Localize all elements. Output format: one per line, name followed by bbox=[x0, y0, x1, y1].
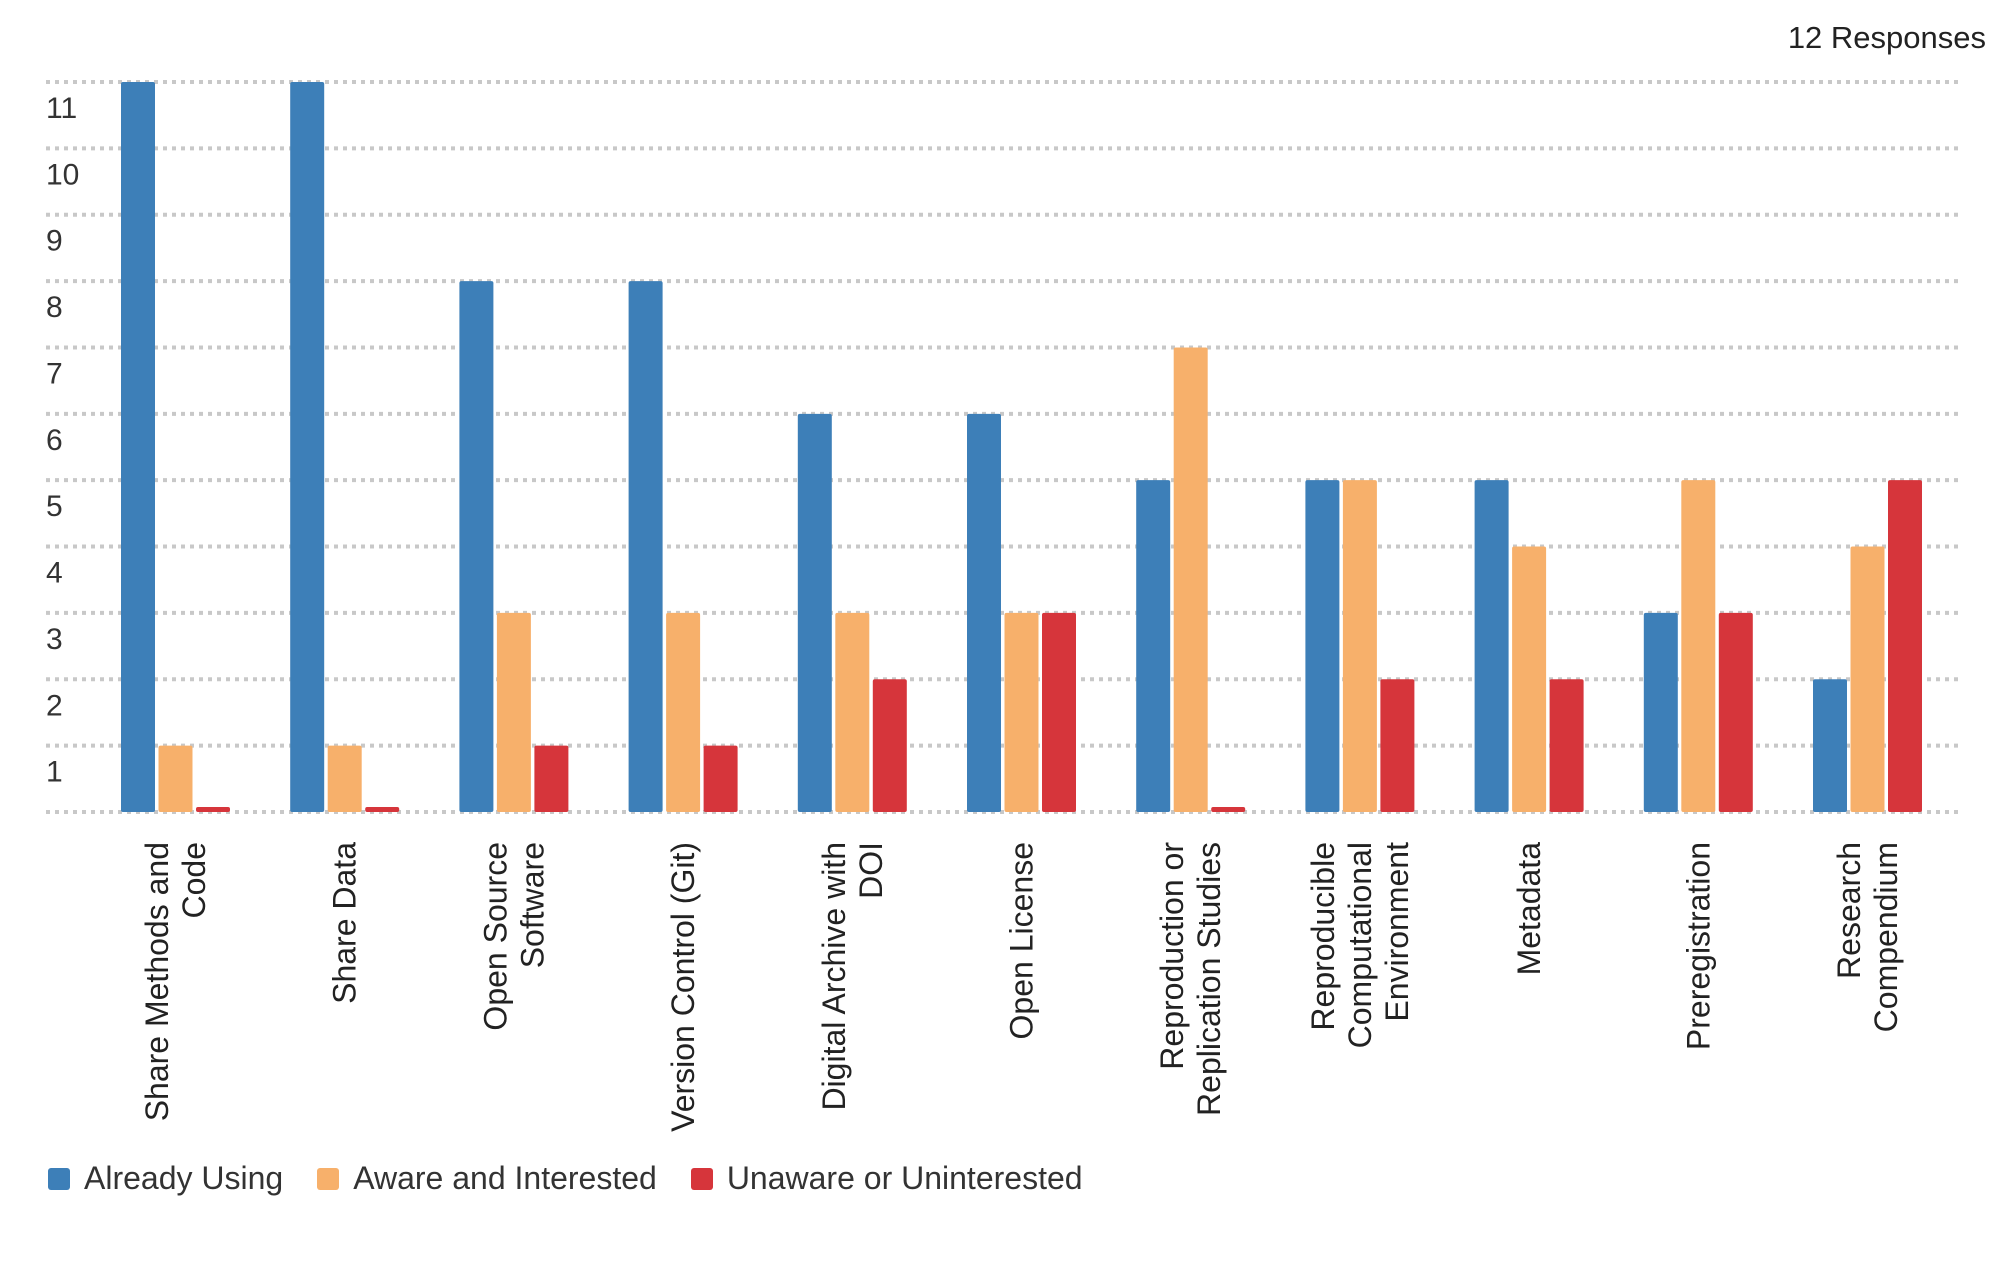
x-axis-labels: Share Methods andCode Share Data Open Sour… bbox=[139, 842, 1904, 1132]
x-tick-label: Preregistration bbox=[1680, 842, 1716, 1050]
bar-aware-and-interested[interactable] bbox=[158, 745, 193, 812]
bar-already-using[interactable] bbox=[1643, 612, 1678, 812]
bar-aware-and-interested[interactable] bbox=[835, 612, 870, 812]
y-tick-label: 7 bbox=[46, 357, 63, 390]
y-tick-label: 9 bbox=[46, 225, 63, 258]
bar-unaware-or-uninterested[interactable] bbox=[365, 807, 400, 812]
bar-unaware-or-uninterested[interactable] bbox=[872, 679, 907, 812]
x-tick-label: Digital Archive withDOI bbox=[816, 842, 889, 1111]
bars bbox=[121, 82, 1922, 812]
bar-aware-and-interested[interactable] bbox=[327, 745, 362, 812]
bar-already-using[interactable] bbox=[1136, 480, 1171, 812]
bar-unaware-or-uninterested[interactable] bbox=[1042, 612, 1076, 812]
legend-item-aware-and-interested[interactable]: Aware and Interested bbox=[317, 1160, 657, 1197]
gridlines bbox=[46, 80, 1958, 814]
x-tick-label: Reproduction orReplication Studies bbox=[1154, 842, 1227, 1116]
y-tick-label: 4 bbox=[46, 557, 63, 590]
bar-aware-and-interested[interactable] bbox=[496, 612, 531, 812]
x-tick-label: Open SourceSoftware bbox=[477, 842, 550, 1031]
bar-already-using[interactable] bbox=[1813, 679, 1847, 812]
legend-label: Unaware or Uninterested bbox=[726, 1160, 1083, 1196]
bar-unaware-or-uninterested[interactable] bbox=[1549, 679, 1584, 812]
legend-swatch bbox=[690, 1167, 713, 1190]
bar-already-using[interactable] bbox=[1474, 480, 1509, 812]
x-tick-label: ResearchCompendium bbox=[1831, 842, 1904, 1032]
bar-aware-and-interested[interactable] bbox=[666, 612, 701, 812]
x-tick-label: Metadata bbox=[1511, 842, 1547, 976]
y-tick-label: 8 bbox=[46, 291, 63, 324]
legend-swatch bbox=[48, 1167, 70, 1190]
legend: Already Using Aware and Interested Unawa… bbox=[48, 1160, 1117, 1197]
bar-already-using[interactable] bbox=[1305, 480, 1340, 812]
bar-already-using[interactable] bbox=[121, 82, 155, 812]
bar-unaware-or-uninterested[interactable] bbox=[196, 807, 230, 812]
x-tick-label: Share Methods andCode bbox=[139, 842, 212, 1121]
y-tick-label: 11 bbox=[46, 92, 77, 125]
bar-unaware-or-uninterested[interactable] bbox=[1888, 480, 1922, 812]
x-tick-label: Version Control (Git) bbox=[665, 842, 701, 1132]
y-tick-label: 2 bbox=[46, 689, 63, 722]
bar-already-using[interactable] bbox=[797, 413, 832, 812]
x-tick-label: ReproducibleComputationalEnvironment bbox=[1305, 842, 1415, 1048]
y-tick-label: 1 bbox=[46, 756, 63, 789]
bar-unaware-or-uninterested[interactable] bbox=[1718, 612, 1753, 812]
bar-unaware-or-uninterested[interactable] bbox=[703, 745, 738, 812]
bar-aware-and-interested[interactable] bbox=[1512, 546, 1547, 812]
legend-item-already-using[interactable]: Already Using bbox=[48, 1160, 283, 1197]
bar-unaware-or-uninterested[interactable] bbox=[534, 745, 569, 812]
bar-already-using[interactable] bbox=[628, 281, 663, 812]
bar-aware-and-interested[interactable] bbox=[1173, 347, 1208, 812]
y-tick-label: 5 bbox=[46, 490, 63, 523]
x-tick-label: Share Data bbox=[327, 842, 363, 1004]
legend-swatch bbox=[317, 1167, 340, 1190]
x-tick-label: Open License bbox=[1004, 842, 1040, 1039]
responses-count: 12 Responses bbox=[1787, 20, 1986, 55]
bar-aware-and-interested[interactable] bbox=[1681, 480, 1716, 812]
legend-item-unaware-or-uninterested[interactable]: Unaware or Uninterested bbox=[690, 1160, 1083, 1197]
bar-aware-and-interested[interactable] bbox=[1004, 612, 1039, 812]
bar-already-using[interactable] bbox=[290, 82, 325, 812]
legend-label: Already Using bbox=[84, 1160, 284, 1196]
bar-unaware-or-uninterested[interactable] bbox=[1211, 807, 1246, 812]
bar-aware-and-interested[interactable] bbox=[1342, 480, 1377, 812]
bar-already-using[interactable] bbox=[459, 281, 494, 812]
y-tick-label: 6 bbox=[46, 424, 63, 457]
y-axis-ticks: 1 2 3 4 5 6 7 8 9 10 11 bbox=[46, 92, 79, 789]
bar-aware-and-interested[interactable] bbox=[1850, 546, 1885, 812]
bar-already-using[interactable] bbox=[967, 413, 1001, 812]
y-tick-label: 3 bbox=[46, 623, 63, 656]
bar-unaware-or-uninterested[interactable] bbox=[1380, 679, 1415, 812]
y-tick-label: 10 bbox=[46, 158, 79, 191]
legend-label: Aware and Interested bbox=[353, 1160, 657, 1196]
